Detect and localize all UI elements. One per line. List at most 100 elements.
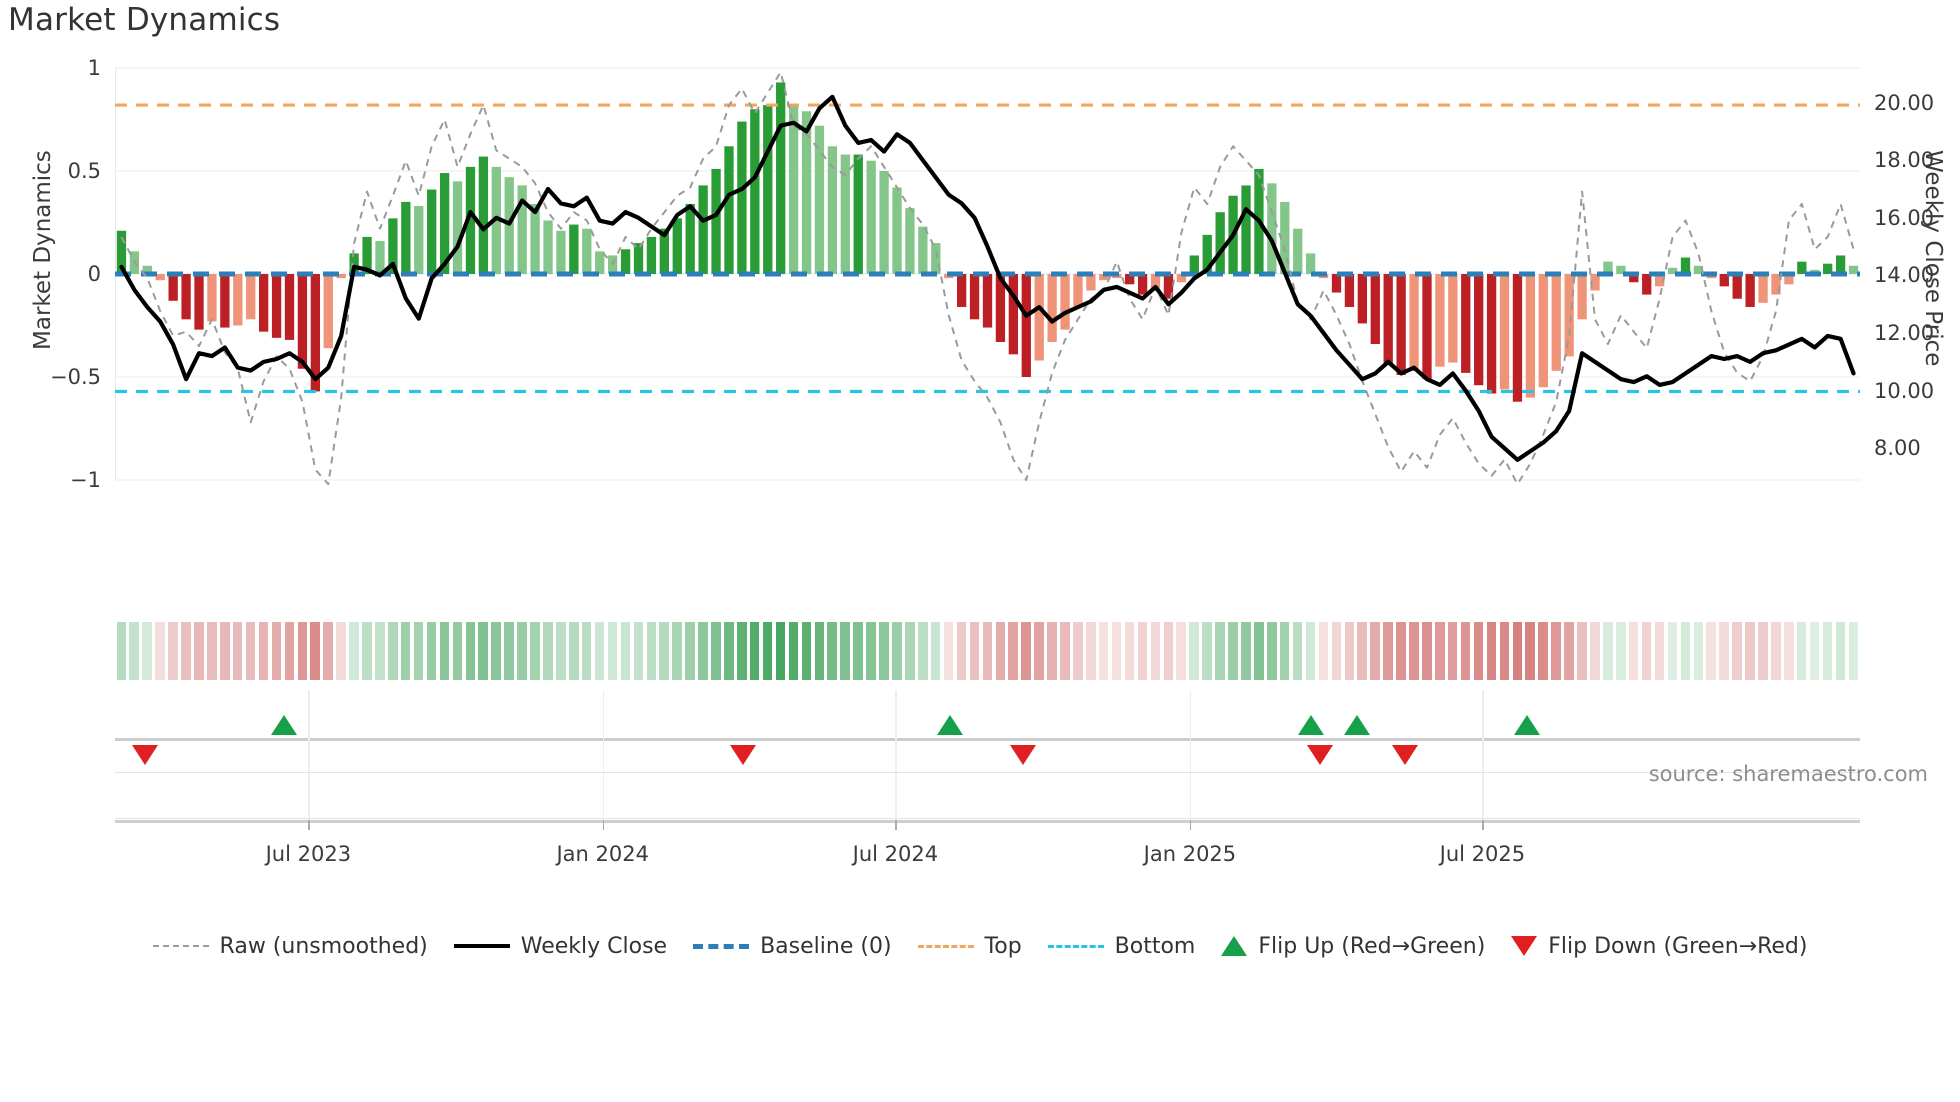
flip-down-marker[interactable] <box>730 745 757 765</box>
heatmap-cell <box>491 622 501 680</box>
bar <box>1499 274 1510 390</box>
page-title: Market Dynamics <box>8 2 281 38</box>
heatmap-cell <box>1266 622 1277 680</box>
y-axis-tick-right: 18.00 <box>1874 148 1935 173</box>
heatmap-cell <box>840 622 850 680</box>
bar <box>220 274 230 328</box>
bar <box>323 274 333 349</box>
x-axis-tick-label: Jul 2023 <box>265 842 352 866</box>
flip-up-marker[interactable] <box>1514 715 1541 735</box>
main-plot-area <box>115 67 1860 486</box>
bar <box>1693 265 1704 274</box>
bar <box>1150 274 1161 291</box>
legend-item[interactable]: Weekly Close <box>453 934 667 959</box>
flip-up-marker[interactable] <box>1343 715 1370 735</box>
bar <box>478 156 489 274</box>
legend-item[interactable]: Baseline (0) <box>693 934 892 959</box>
chart-legend: Raw (unsmoothed) Weekly Close Baseline (0)… <box>0 920 1960 972</box>
bar <box>982 274 993 328</box>
bar <box>711 168 721 274</box>
bar <box>582 228 592 274</box>
flip-axis-line <box>115 738 1860 741</box>
y-axis-tick-right: 14.00 <box>1874 263 1935 288</box>
legend-item[interactable]: Top <box>917 934 1022 959</box>
heatmap-cell <box>1292 622 1303 680</box>
top-line-swatch <box>917 944 974 948</box>
flip-down-marker[interactable] <box>132 745 159 765</box>
heatmap-cell <box>1460 622 1471 680</box>
x-axis-line <box>115 820 1860 823</box>
heatmap-cell <box>1318 622 1329 680</box>
bar <box>414 206 424 274</box>
bar <box>1137 274 1148 295</box>
heatmap-cell <box>556 622 566 680</box>
legend-item[interactable]: Flip Down (Green→Red) <box>1511 934 1807 959</box>
footer-rule-bottom <box>115 818 1860 820</box>
weekly-close-swatch <box>453 944 510 948</box>
y-axis-tick-left: 0.5 <box>67 159 101 183</box>
heatmap-cell <box>258 622 269 680</box>
bar <box>698 185 708 274</box>
bar <box>595 251 605 274</box>
legend-item[interactable]: Flip Up (Red→Green) <box>1221 934 1485 959</box>
flip-down-marker[interactable] <box>1307 745 1334 765</box>
heatmap-cell <box>1111 622 1122 680</box>
heatmap-cell <box>1060 622 1070 680</box>
bar <box>1848 265 1859 274</box>
heatmap-cell <box>181 622 191 680</box>
bar <box>1486 274 1497 394</box>
source-attribution: source: sharemaestro.com <box>1648 762 1928 786</box>
legend-label: Raw (unsmoothed) <box>219 933 428 959</box>
flip-up-marker[interactable] <box>936 715 963 735</box>
bar <box>1642 274 1652 295</box>
heatmap-cell <box>478 622 489 680</box>
heatmap-cell <box>620 622 631 680</box>
y-axis-tick-left: 0 <box>87 262 101 286</box>
bar <box>543 220 553 274</box>
main-chart-svg <box>115 67 1860 486</box>
bar <box>788 105 799 274</box>
heatmap-cell <box>749 622 760 680</box>
flip-down-marker[interactable] <box>1009 745 1036 765</box>
heatmap-cell <box>1551 622 1561 680</box>
flip-down-marker[interactable] <box>1392 745 1419 765</box>
bar <box>801 111 812 274</box>
flip-up-marker[interactable] <box>1298 715 1325 735</box>
bar <box>439 173 450 274</box>
y-axis-tick-right: 10.00 <box>1874 378 1935 403</box>
bar <box>1176 274 1187 283</box>
bar <box>956 274 967 307</box>
bar <box>375 241 385 274</box>
bar <box>1086 274 1096 291</box>
heatmap-cell <box>1396 622 1406 680</box>
heatmap-cell <box>853 622 863 680</box>
bar <box>1060 274 1070 330</box>
y-axis-tick-right: 20.00 <box>1874 90 1935 115</box>
bar <box>1267 183 1277 274</box>
bar <box>763 105 773 274</box>
bar <box>853 154 863 274</box>
heatmap-cell <box>1331 622 1342 680</box>
bar <box>672 218 682 274</box>
heatmap-cell <box>1150 622 1161 680</box>
heatmap-cell <box>297 622 308 680</box>
flip-grid-tick <box>602 690 605 820</box>
heatmap-cell <box>1422 622 1432 680</box>
heatmap-cell <box>194 622 204 680</box>
heatmap-cell <box>1732 622 1742 680</box>
heatmap-cell <box>1409 622 1419 680</box>
heatmap-cell <box>426 622 437 680</box>
bar <box>1008 274 1019 355</box>
heatmap-cell <box>943 622 954 680</box>
raw-line-swatch <box>152 945 209 947</box>
y-axis-tick-left: −1 <box>70 468 101 492</box>
heatmap-cell <box>1641 622 1652 680</box>
legend-item[interactable]: Bottom <box>1047 934 1195 959</box>
heatmap-cell <box>1771 622 1781 680</box>
heatmap-cell <box>607 622 618 680</box>
heatmap-cell <box>736 622 747 680</box>
heatmap-cell <box>465 622 476 680</box>
legend-item[interactable]: Raw (unsmoothed) <box>152 933 428 959</box>
heatmap-cell <box>1254 622 1264 680</box>
flip-up-marker[interactable] <box>270 715 297 735</box>
